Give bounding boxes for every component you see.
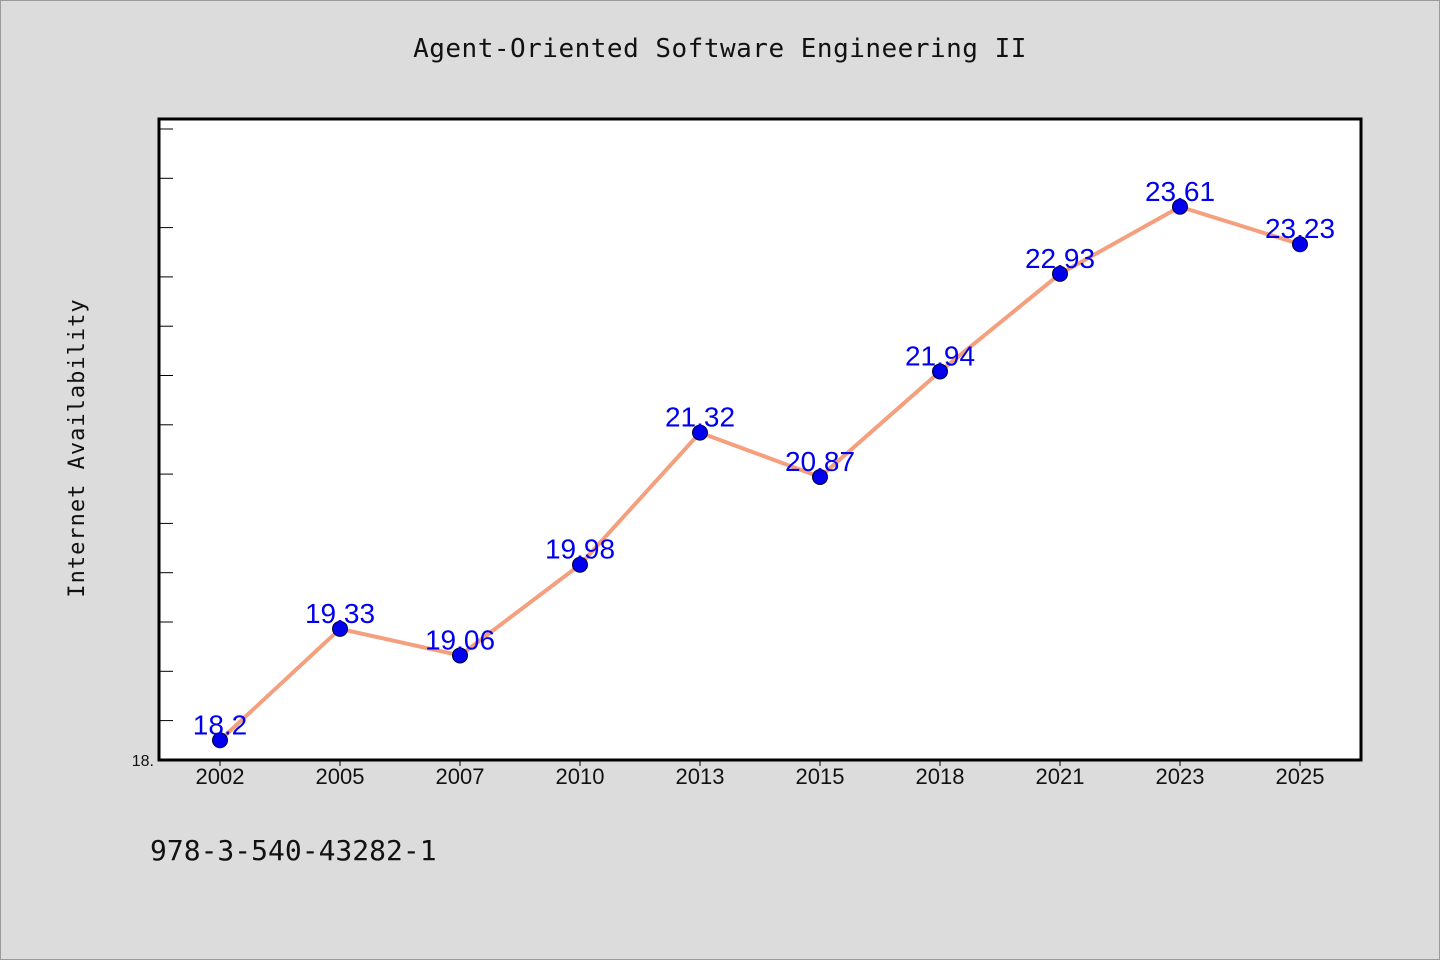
data-point (332, 620, 348, 637)
x-tick-label: 2025 (1276, 764, 1325, 789)
data-point (1052, 265, 1068, 282)
data-label: 19.33 (305, 598, 375, 629)
data-label: 23.61 (1145, 176, 1215, 207)
data-point (1172, 198, 1188, 215)
data-point (212, 732, 228, 749)
series-markers (212, 198, 1308, 749)
x-axis-ticks (219, 760, 1301, 766)
data-label: 19.98 (545, 534, 615, 565)
x-tick-label: 2005 (316, 764, 365, 789)
x-tick-label: 2010 (556, 764, 605, 789)
x-tick-label: 2007 (436, 764, 485, 789)
series-line (218, 204, 1301, 742)
data-labels: 18.2 19.33 19.06 19.98 21.32 20.87 21.94 22.93 2… (193, 176, 1335, 741)
footer-isbn: 978-3-540-43282-1 (150, 834, 437, 867)
x-tick-label: 2015 (796, 764, 845, 789)
series-line-group (218, 204, 1301, 742)
x-tick-label: 2021 (1036, 764, 1085, 789)
data-point (452, 647, 468, 664)
x-axis-labels: 2002 2005 2007 2010 2013 2015 2018 2021 2023 2025 (196, 764, 1325, 789)
x-tick-label: 2013 (676, 764, 725, 789)
data-point (1292, 236, 1308, 253)
data-point (812, 468, 828, 485)
y-tick-label: 18. (132, 753, 154, 770)
y-axis-ticks (159, 128, 173, 722)
data-point (932, 363, 948, 380)
data-label: 21.94 (905, 340, 975, 371)
data-point (692, 424, 708, 441)
x-tick-label: 2018 (916, 764, 965, 789)
data-label: 23.23 (1265, 213, 1335, 244)
x-tick-label: 2002 (196, 764, 245, 789)
data-label: 22.93 (1025, 243, 1095, 274)
data-label: 20.87 (785, 446, 855, 477)
plot-area (157, 117, 1363, 762)
y-axis-label: Internet Availability (65, 298, 90, 597)
x-tick-label: 2023 (1156, 764, 1205, 789)
chart-title: Agent-Oriented Software Engineering II (413, 34, 1027, 64)
data-label: 21.32 (665, 402, 735, 433)
data-label: 18.2 (193, 709, 248, 740)
data-label: 19.06 (425, 624, 495, 655)
data-point (572, 556, 588, 573)
